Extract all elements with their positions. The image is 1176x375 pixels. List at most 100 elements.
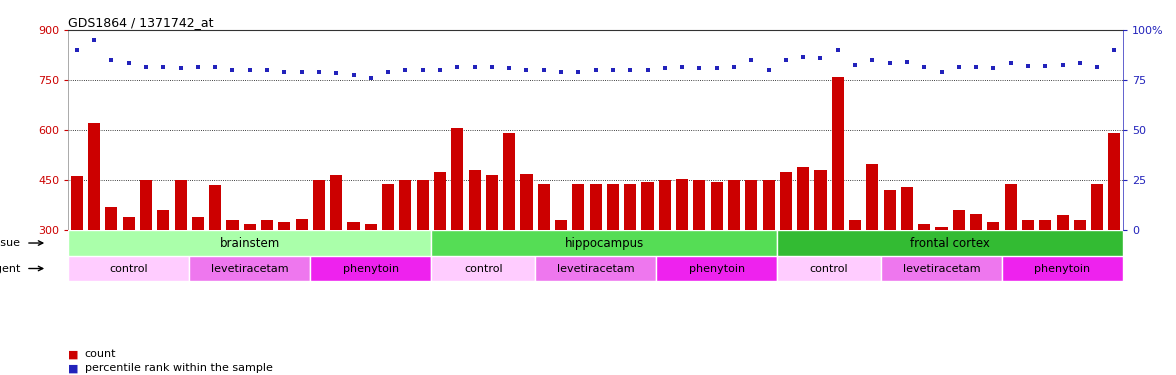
Point: [639, 67, 657, 73]
Bar: [777, 230, 1123, 256]
Bar: [815, 170, 827, 230]
Point: [1105, 47, 1124, 53]
Bar: [486, 175, 497, 230]
Point: [621, 67, 640, 73]
Point: [67, 47, 86, 53]
Point: [880, 60, 898, 66]
Bar: [189, 256, 310, 281]
Bar: [881, 256, 1002, 281]
Text: control: control: [463, 264, 502, 273]
Bar: [1040, 220, 1051, 230]
Point: [448, 64, 467, 70]
Bar: [988, 222, 1000, 230]
Point: [430, 67, 449, 73]
Text: levetiracetam: levetiracetam: [556, 264, 635, 273]
Bar: [1002, 256, 1123, 281]
Point: [102, 57, 121, 63]
Bar: [883, 190, 896, 230]
Bar: [1074, 220, 1085, 230]
Bar: [174, 180, 187, 230]
Bar: [68, 256, 189, 281]
Point: [293, 69, 312, 75]
Bar: [521, 174, 533, 230]
Bar: [831, 77, 844, 230]
Point: [1036, 63, 1055, 69]
Text: hippocampus: hippocampus: [564, 237, 644, 249]
Point: [897, 59, 916, 65]
Bar: [935, 227, 948, 230]
Point: [933, 69, 951, 75]
Bar: [797, 167, 809, 230]
Point: [1088, 64, 1107, 70]
Point: [569, 69, 588, 75]
Text: phenytoin: phenytoin: [1035, 264, 1090, 273]
Bar: [347, 222, 360, 230]
Bar: [589, 183, 602, 230]
Point: [188, 64, 207, 70]
Bar: [762, 180, 775, 230]
Point: [1070, 60, 1089, 66]
Bar: [88, 123, 100, 230]
Point: [240, 67, 259, 73]
Text: tissue: tissue: [0, 238, 21, 248]
Point: [136, 64, 155, 70]
Text: levetiracetam: levetiracetam: [903, 264, 981, 273]
Text: ■: ■: [68, 363, 79, 373]
Bar: [901, 187, 913, 230]
Point: [500, 65, 519, 71]
Point: [690, 65, 709, 71]
Point: [258, 67, 276, 73]
Point: [707, 65, 726, 71]
Text: control: control: [109, 264, 148, 273]
Text: agent: agent: [0, 264, 21, 273]
Bar: [227, 220, 239, 230]
Point: [586, 67, 604, 73]
Bar: [313, 180, 325, 230]
Point: [1054, 62, 1073, 68]
Bar: [279, 222, 290, 230]
Point: [223, 67, 242, 73]
Bar: [382, 183, 394, 230]
Point: [967, 64, 985, 70]
Point: [327, 70, 346, 76]
Bar: [468, 170, 481, 230]
Bar: [728, 180, 740, 230]
Bar: [780, 172, 791, 230]
Bar: [710, 182, 723, 230]
Bar: [970, 214, 982, 230]
Bar: [261, 220, 273, 230]
Point: [984, 65, 1003, 71]
Bar: [1022, 220, 1034, 230]
Bar: [452, 129, 463, 230]
Bar: [918, 224, 930, 230]
Bar: [535, 256, 656, 281]
Bar: [365, 224, 376, 230]
Point: [396, 67, 415, 73]
Bar: [694, 180, 706, 230]
Point: [552, 69, 570, 75]
Bar: [624, 183, 636, 230]
Point: [413, 67, 432, 73]
Bar: [573, 183, 584, 230]
Point: [85, 37, 103, 43]
Point: [760, 67, 779, 73]
Bar: [192, 217, 203, 230]
Point: [379, 69, 397, 75]
Point: [673, 64, 691, 70]
Bar: [295, 219, 308, 230]
Bar: [659, 180, 670, 230]
Text: percentile rank within the sample: percentile rank within the sample: [85, 363, 273, 373]
Point: [119, 60, 138, 66]
Point: [466, 64, 485, 70]
Point: [517, 67, 536, 73]
Point: [309, 69, 328, 75]
Bar: [676, 178, 688, 230]
Point: [603, 67, 622, 73]
Point: [915, 64, 934, 70]
Bar: [867, 164, 878, 230]
Text: phenytoin: phenytoin: [689, 264, 744, 273]
Point: [949, 64, 968, 70]
Point: [172, 65, 191, 71]
Point: [206, 64, 225, 70]
Point: [811, 56, 830, 62]
